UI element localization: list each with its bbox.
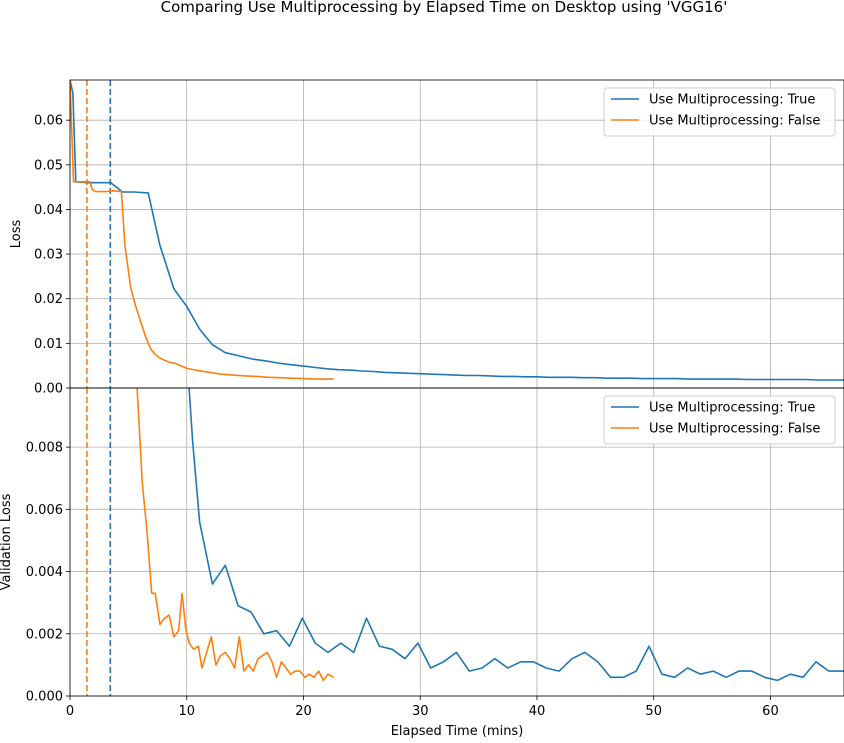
y-tick-label-top: 0.04 [34, 203, 63, 218]
y-tick-label-bottom: 0.000 [26, 690, 63, 705]
plot-area: 0.00 0.01 0.02 0.03 0.04 0.05 0.06 Use Multipro… [26, 79, 844, 719]
y-tick-label-bottom: 0.004 [26, 565, 63, 580]
x-tick-label: 0 [66, 704, 74, 719]
y-tick-label-top: 0.02 [34, 292, 63, 307]
legend-top: Use Multiprocessing: True Use Multiproces… [603, 87, 836, 137]
x-tick-label: 30 [412, 704, 429, 719]
legend-label-bottom: Use Multiprocessing: False [649, 422, 820, 437]
series-group-top [70, 80, 844, 388]
y-tick-label-bottom: 0.002 [26, 627, 63, 642]
y-tick-label-top: 0.03 [34, 248, 63, 263]
y-axis-label-top: Loss [9, 220, 24, 249]
legend-box-bottom [603, 395, 836, 445]
series-line-bottom [188, 388, 844, 682]
x-tick-label: 10 [178, 704, 195, 719]
series-line-top [70, 80, 844, 381]
y-tick-label-bottom: 0.006 [26, 503, 63, 518]
y-tick-label-top: 0.01 [34, 337, 63, 352]
x-tick-label: 60 [762, 704, 779, 719]
y-tick-label-top: 0.00 [34, 382, 63, 397]
x-tick-label: 40 [529, 704, 546, 719]
x-axis-label: Elapsed Time (mins) [391, 724, 524, 739]
chart-title: Comparing Use Multiprocessing by Elapsed… [161, 0, 728, 16]
subplot-top: 0.00 0.01 0.02 0.03 0.04 0.05 0.06 Use Multipro… [34, 79, 844, 397]
legend-label-top: Use Multiprocessing: True [649, 93, 815, 108]
series-line-bottom [136, 388, 335, 682]
x-tick-label: 50 [645, 704, 662, 719]
series-group-bottom [86, 388, 844, 696]
axes-frame-bottom [69, 387, 844, 697]
series-line-top [70, 80, 334, 380]
legend-bottom: Use Multiprocessing: True Use Multiproces… [603, 395, 836, 445]
y-tick-label-top: 0.05 [34, 158, 63, 173]
legend-box-top [603, 87, 836, 137]
legend-label-bottom: Use Multiprocessing: True [649, 401, 815, 416]
subplot-bottom: 0.000 0.002 0.004 0.006 0.008 Use Multiproces… [26, 387, 844, 705]
legend-label-top: Use Multiprocessing: False [649, 114, 820, 129]
y-tick-label-bottom: 0.008 [26, 441, 63, 456]
y-axis-label-bottom: Validation Loss [0, 493, 14, 590]
x-tick-label: 20 [295, 704, 312, 719]
y-tick-label-top: 0.06 [34, 114, 63, 129]
